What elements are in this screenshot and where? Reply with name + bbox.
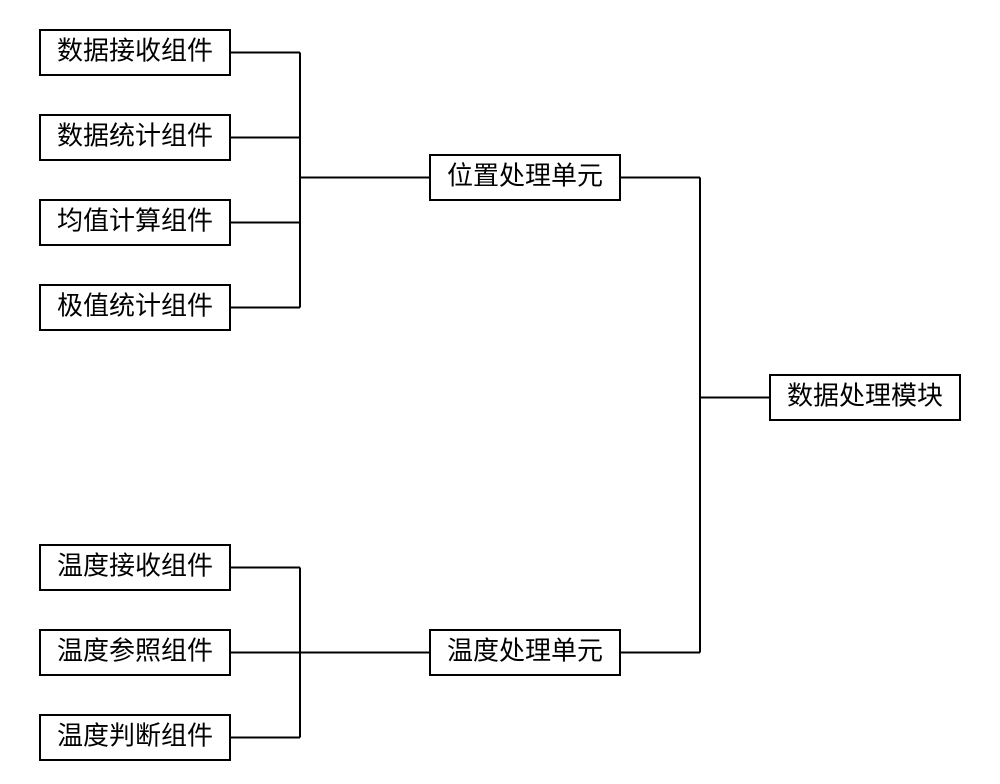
node-label: 温度接收组件 bbox=[57, 551, 213, 580]
node-label: 极值统计组件 bbox=[57, 291, 213, 320]
node-c4: 极值统计组件 bbox=[40, 285, 230, 330]
node-c3: 均值计算组件 bbox=[40, 200, 230, 245]
node-unit2: 温度处理单元 bbox=[430, 630, 620, 675]
node-unit1: 位置处理单元 bbox=[430, 155, 620, 200]
node-label: 温度参照组件 bbox=[57, 636, 213, 665]
node-t1: 温度接收组件 bbox=[40, 545, 230, 590]
node-c1: 数据接收组件 bbox=[40, 30, 230, 75]
node-label: 位置处理单元 bbox=[447, 161, 603, 190]
node-label: 数据处理模块 bbox=[787, 381, 943, 410]
hierarchy-diagram: 数据处理模块 位置处理单元温度处理单元 数据接收组件数据统计组件均值计算组件极值统计… bbox=[0, 0, 1000, 784]
node-label: 数据统计组件 bbox=[57, 121, 213, 150]
node-label: 数据接收组件 bbox=[57, 36, 213, 65]
node-label: 温度判断组件 bbox=[57, 721, 213, 750]
node-t2: 温度参照组件 bbox=[40, 630, 230, 675]
node-label: 均值计算组件 bbox=[57, 206, 213, 235]
node-c2: 数据统计组件 bbox=[40, 115, 230, 160]
node-t3: 温度判断组件 bbox=[40, 715, 230, 760]
node-root: 数据处理模块 bbox=[770, 375, 960, 420]
node-label: 温度处理单元 bbox=[447, 636, 603, 665]
